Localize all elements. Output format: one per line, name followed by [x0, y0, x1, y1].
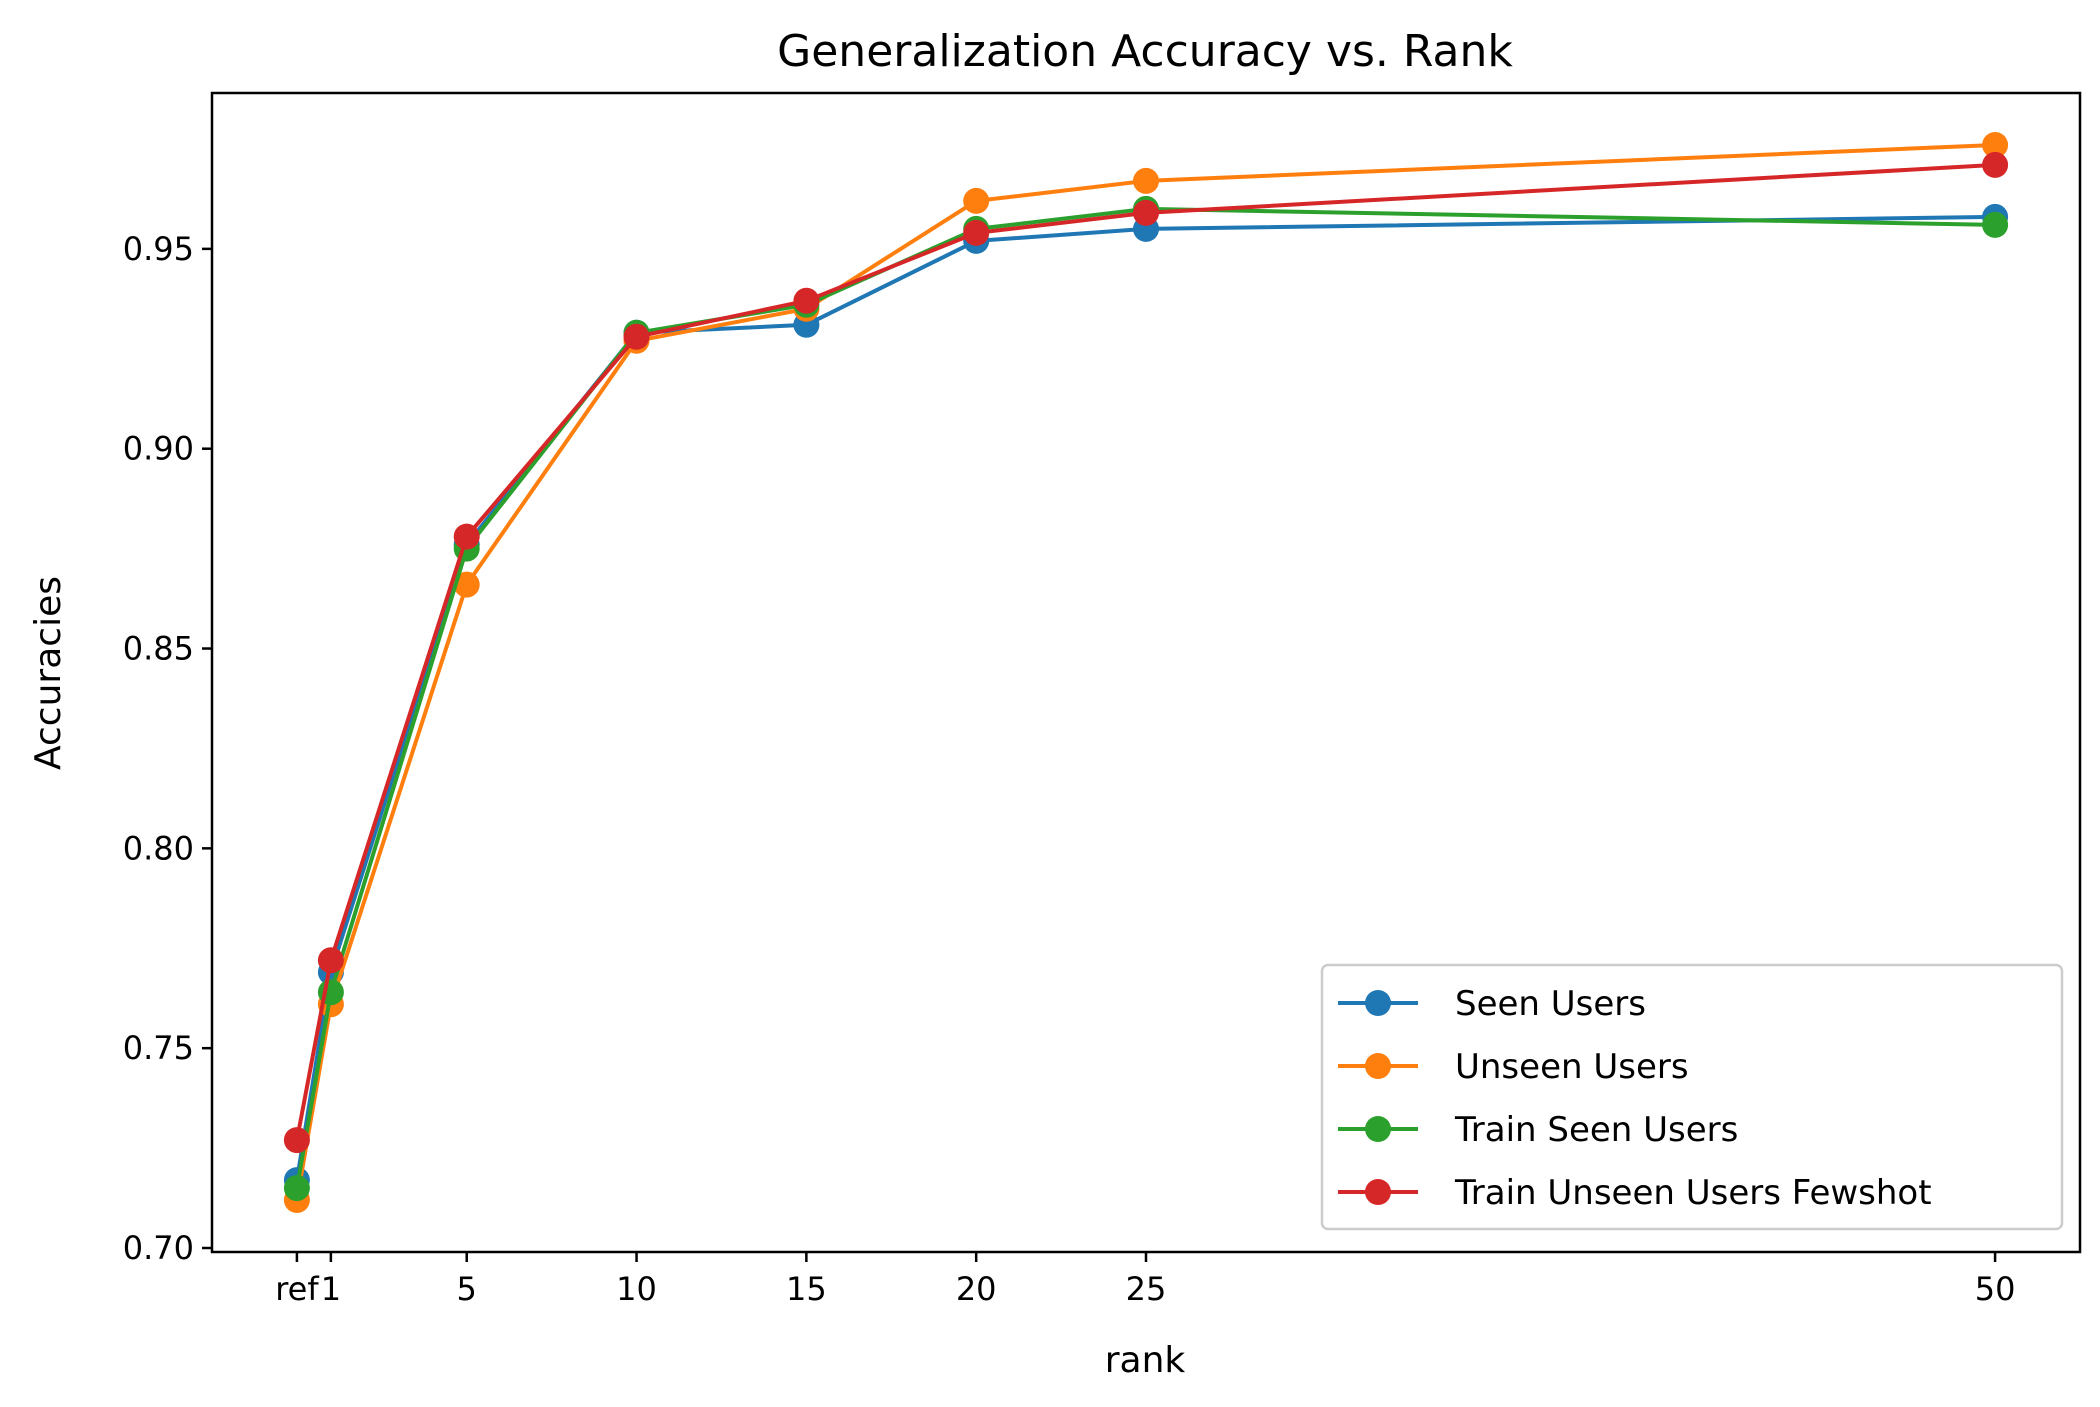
- data-point: [453, 571, 480, 598]
- legend-marker: [1365, 1053, 1391, 1079]
- data-point: [623, 323, 650, 350]
- legend-label: Train Unseen Users Fewshot: [1454, 1173, 1932, 1213]
- data-point: [1133, 199, 1159, 226]
- legend-label: Train Seen Users: [1454, 1110, 1738, 1150]
- x-tick-label: 20: [956, 1270, 997, 1308]
- y-tick-label: 0.90: [123, 430, 194, 468]
- data-point: [1982, 151, 2009, 178]
- series-4: [283, 151, 2009, 1154]
- data-point: [453, 523, 480, 550]
- y-tick-label: 0.75: [123, 1029, 194, 1067]
- x-tick-label: 1: [321, 1270, 341, 1308]
- chart-title: Generalization Accuracy vs. Rank: [777, 26, 1513, 77]
- x-tick-label: 15: [786, 1270, 827, 1308]
- x-tick-label: 5: [457, 1270, 477, 1308]
- legend-box: [1320, 963, 2064, 1231]
- legend: Seen Users Unseen Users Train Seen Users Tr…: [1320, 963, 2064, 1231]
- data-point: [283, 1127, 310, 1154]
- series-line-4: [294, 162, 1998, 1143]
- data-point: [283, 1175, 310, 1202]
- legend-marker: [1365, 1116, 1391, 1142]
- legend-entry: Seen Users: [1338, 984, 1646, 1024]
- legend-entry: Train Unseen Users Fewshot: [1338, 1173, 1932, 1213]
- legend-label: Seen Users: [1455, 984, 1646, 1024]
- series-line-1: [294, 214, 1998, 1183]
- y-tick-label: 0.80: [123, 829, 194, 867]
- plot-area: [283, 132, 2009, 1213]
- x-axis-label: rank: [1105, 1340, 1186, 1381]
- data-point: [1982, 132, 2009, 158]
- x-tick-label: ref: [275, 1270, 319, 1308]
- legend-label: Unseen Users: [1455, 1047, 1689, 1087]
- data-point: [963, 219, 990, 246]
- y-tick-label: 0.85: [123, 630, 194, 668]
- y-tick-label: 0.95: [123, 230, 194, 268]
- y-tick-label: 0.70: [123, 1229, 194, 1267]
- x-tick-label: 50: [1975, 1270, 2016, 1308]
- series-line-2: [294, 143, 1998, 1202]
- y-axis-label: Accuracies: [28, 576, 69, 770]
- data-point: [317, 947, 344, 974]
- legend-marker: [1365, 990, 1391, 1016]
- legend-entry: Train Seen Users: [1338, 1110, 1738, 1150]
- legend-marker: [1365, 1179, 1391, 1205]
- x-tick-label: 25: [1126, 1270, 1167, 1308]
- data-point: [1133, 167, 1159, 194]
- legend-entry: Unseen Users: [1338, 1047, 1689, 1087]
- x-tick-label: 10: [616, 1270, 657, 1308]
- data-point: [963, 187, 990, 214]
- data-point: [793, 287, 820, 314]
- data-point: [1982, 211, 2009, 238]
